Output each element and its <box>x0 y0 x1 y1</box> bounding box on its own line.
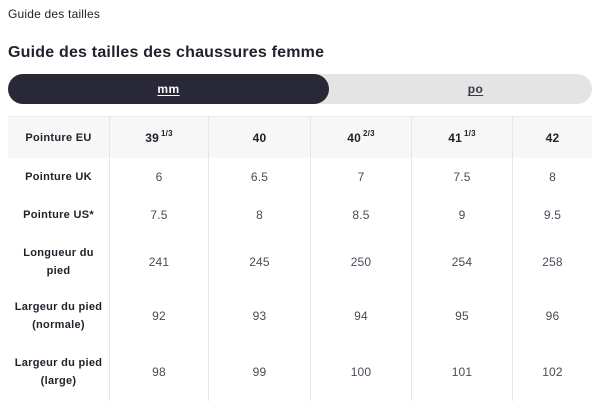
table-cell: 254 <box>411 234 512 290</box>
table-cell: 98 <box>109 342 208 401</box>
size-table: Pointure EU 39 1/3 40 40 2/3 41 1/3 42 Poin… <box>8 116 592 401</box>
fraction-sup: 2/3 <box>363 129 375 138</box>
table-cell: 42 <box>512 117 592 158</box>
table-cell: 95 <box>411 290 512 342</box>
table-cell: 92 <box>109 290 208 342</box>
table-cell: 258 <box>512 234 592 290</box>
table-cell: 101 <box>411 342 512 401</box>
table-cell: 6.5 <box>208 158 310 196</box>
table-cell: 9.5 <box>512 196 592 234</box>
fraction-sup: 1/3 <box>161 129 173 138</box>
table-cell: 41 1/3 <box>411 117 512 158</box>
table-row: Pointure UK 6 6.5 7 7.5 8 <box>8 158 592 196</box>
table-cell: 7.5 <box>411 158 512 196</box>
page-title: Guide des tailles des chaussures femme <box>8 44 325 61</box>
row-label: Pointure US* <box>23 209 94 221</box>
table-cell: 250 <box>310 234 411 290</box>
table-cell: 40 2/3 <box>310 117 411 158</box>
table-row: Largeur du pied (normale) 92 93 94 95 96 <box>8 290 592 342</box>
table-cell: 7 <box>310 158 411 196</box>
row-label: Largeur du pied (normale) <box>14 301 103 331</box>
breadcrumb: Guide des tailles <box>8 7 101 21</box>
table-cell: 9 <box>411 196 512 234</box>
table-cell: 241 <box>109 234 208 290</box>
row-label: Pointure UK <box>25 171 92 183</box>
table-cell: 8 <box>512 158 592 196</box>
table-row: Largeur du pied (large) 98 99 100 101 10… <box>8 342 592 401</box>
table-cell: 6 <box>109 158 208 196</box>
unit-option-po[interactable]: po <box>467 82 484 96</box>
fraction-sup: 1/3 <box>464 129 476 138</box>
table-cell: 8 <box>208 196 310 234</box>
table-row: Longueur du pied 241 245 250 254 258 <box>8 234 592 290</box>
table-cell: 100 <box>310 342 411 401</box>
table-cell: 99 <box>208 342 310 401</box>
row-label: Largeur du pied (large) <box>14 356 103 387</box>
table-cell: 40 <box>208 117 310 158</box>
row-label: Pointure EU <box>25 131 92 144</box>
unit-option-mm[interactable]: mm <box>8 74 329 104</box>
table-cell: 96 <box>512 290 592 342</box>
row-label: Longueur du pied <box>23 247 94 277</box>
table-cell: 39 1/3 <box>109 117 208 158</box>
table-row: Pointure EU 39 1/3 40 40 2/3 41 1/3 42 <box>8 117 592 158</box>
table-cell: 102 <box>512 342 592 401</box>
unit-toggle: mm po <box>8 74 592 104</box>
table-cell: 245 <box>208 234 310 290</box>
table-cell: 94 <box>310 290 411 342</box>
table-cell: 8.5 <box>310 196 411 234</box>
table-row: Pointure US* 7.5 8 8.5 9 9.5 <box>8 196 592 234</box>
table-cell: 7.5 <box>109 196 208 234</box>
table-cell: 93 <box>208 290 310 342</box>
